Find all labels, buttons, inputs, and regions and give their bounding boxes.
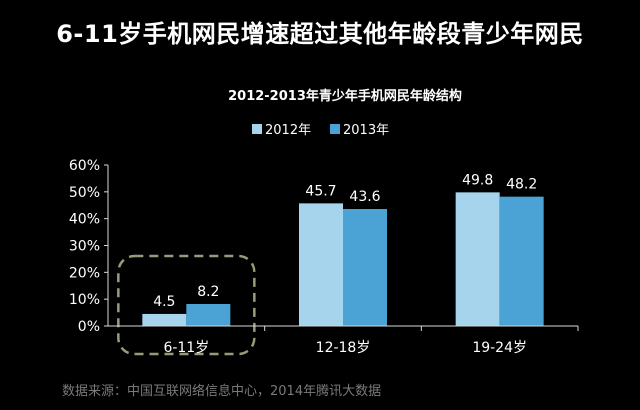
legend: 2012年 2013年 <box>252 123 389 138</box>
bars: 4.5 8.2 45.7 43.6 49.8 48.2 <box>117 172 544 356</box>
chart-title: 2012-2013年青少年手机网民年龄结构 <box>228 88 462 104</box>
slide-title: 6-11岁手机网民增速超过其他年龄段青少年网民 <box>56 20 584 48</box>
legend-label-2012: 2012年 <box>265 123 311 138</box>
bar-2012年-19-24岁 <box>455 192 500 326</box>
y-tick-label: 40% <box>69 212 100 228</box>
legend-label-2013: 2013年 <box>343 123 389 138</box>
legend-swatch-2012 <box>252 124 262 134</box>
data-label: 43.6 <box>349 189 380 205</box>
y-tick-label: 10% <box>69 292 100 308</box>
bar-2013年-6-11岁 <box>186 303 231 326</box>
bar-2013年-19-24岁 <box>499 196 544 326</box>
y-tick-label: 50% <box>69 185 100 201</box>
y-axis: 0% 10% 20% 30% 40% 50% 60% <box>69 158 109 335</box>
x-tick-label: 19-24岁 <box>472 340 527 356</box>
source-note: 数据来源：中国互联网络信息中心，2014年腾讯大数据 <box>62 384 382 399</box>
data-label: 8.2 <box>197 284 219 300</box>
data-label: 49.8 <box>462 172 493 188</box>
x-axis: 6-11岁 12-18岁 19-24岁 <box>108 325 579 356</box>
highlight-box <box>117 254 256 356</box>
data-label: 48.2 <box>506 177 537 193</box>
data-label: 4.5 <box>153 294 175 310</box>
x-tick-label: 6-11岁 <box>163 340 209 356</box>
y-tick-label: 30% <box>69 239 100 255</box>
x-tick-label: 12-18岁 <box>316 340 371 356</box>
legend-swatch-2013 <box>330 124 340 134</box>
y-tick-label: 20% <box>69 265 100 281</box>
bar-2012年-6-11岁 <box>142 313 187 326</box>
y-tick-label: 0% <box>78 319 100 335</box>
bar-2013年-12-18岁 <box>343 209 387 326</box>
bar-2012年-12-18岁 <box>299 203 343 326</box>
y-tick-label: 60% <box>69 158 100 174</box>
data-label: 45.7 <box>305 183 336 199</box>
